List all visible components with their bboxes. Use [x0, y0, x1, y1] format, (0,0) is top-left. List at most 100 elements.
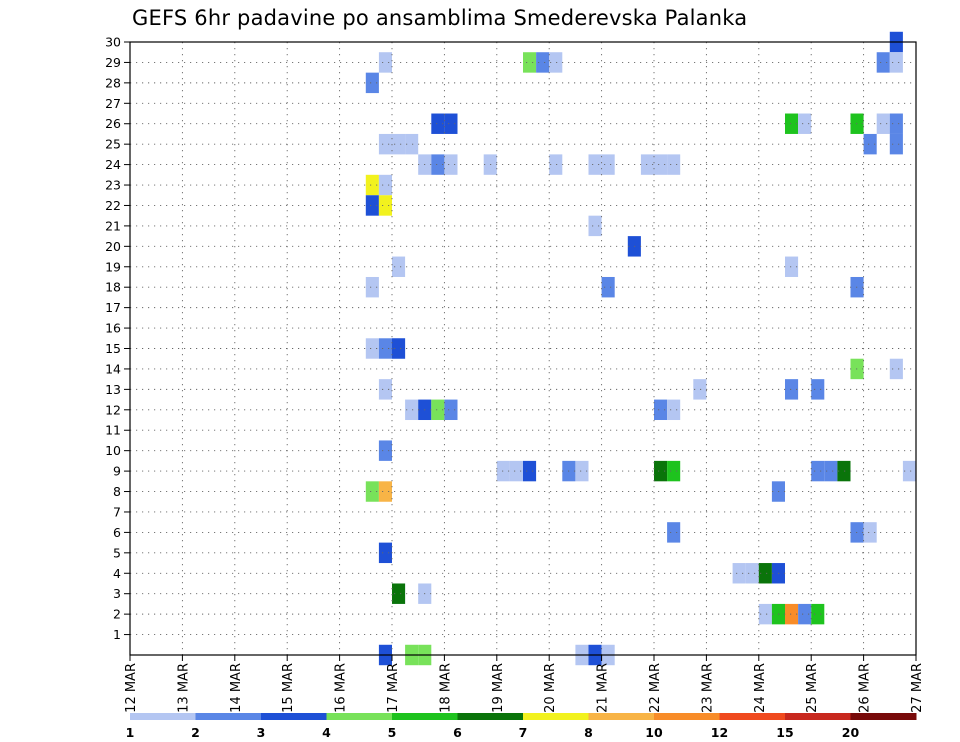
precip-cell [667, 399, 681, 421]
x-tick-label: 23 MAR [700, 663, 715, 713]
precip-cell [824, 460, 838, 482]
precip-cell [523, 52, 537, 73]
precip-cell [667, 522, 681, 543]
precip-cell [732, 563, 746, 584]
precip-cell [378, 379, 392, 400]
x-tick-label: 17 MAR [386, 663, 401, 713]
legend-swatch [850, 713, 917, 720]
y-tick-label: 25 [105, 137, 121, 152]
precip-cell [785, 256, 799, 277]
y-tick-label: 14 [105, 361, 121, 376]
precip-cell [811, 460, 825, 482]
y-tick-label: 28 [105, 75, 121, 90]
precip-cell [549, 154, 563, 175]
precip-cell [863, 133, 877, 155]
y-axis: 1234567891011121314151617181920212223242… [105, 35, 130, 642]
y-tick-label: 21 [105, 218, 121, 233]
x-tick-label: 25 MAR [805, 663, 820, 713]
y-tick-label: 17 [105, 300, 121, 315]
y-tick-label: 27 [105, 96, 121, 111]
precip-cell [588, 215, 602, 237]
precip-cell [654, 460, 668, 482]
precip-cell [536, 52, 550, 73]
precip-cell [601, 276, 615, 298]
precip-cell [654, 399, 668, 421]
precip-cell [392, 256, 406, 277]
legend-swatch [588, 713, 655, 720]
precip-cell [405, 133, 419, 155]
legend-label: 15 [776, 725, 793, 740]
precip-cell [405, 399, 419, 421]
precip-cell [889, 113, 903, 134]
legend-label: 2 [191, 725, 200, 740]
y-tick-label: 9 [113, 464, 121, 479]
precip-cell [798, 603, 812, 625]
precip-cell [798, 113, 812, 134]
y-tick-label: 5 [113, 545, 121, 560]
x-tick-label: 24 MAR [753, 663, 768, 713]
legend-swatch [130, 713, 196, 720]
x-tick-label: 12 MAR [124, 663, 139, 713]
precip-cell [601, 154, 615, 175]
x-tick-label: 27 MAR [910, 663, 925, 713]
gridlines [130, 42, 916, 655]
precip-cell [758, 563, 772, 584]
legend-swatch [719, 713, 786, 720]
y-tick-label: 23 [105, 178, 121, 193]
precip-cell [444, 154, 458, 175]
y-tick-label: 10 [105, 443, 121, 458]
legend-label: 6 [453, 725, 462, 740]
precip-cell [444, 399, 458, 421]
legend-label: 3 [257, 725, 266, 740]
x-axis: 12 MAR 13 MAR 14 MAR 15 MAR 16 MAR 17 MAR 18 M… [124, 655, 925, 713]
precip-cell [509, 460, 523, 482]
precip-cell [365, 72, 379, 94]
precip-cell [378, 542, 392, 564]
precip-cell [588, 154, 602, 175]
precip-cell [392, 133, 406, 155]
legend-swatch [392, 713, 458, 720]
precip-cell [378, 133, 392, 155]
precip-cell [889, 133, 903, 155]
y-tick-label: 8 [113, 484, 121, 499]
y-tick-label: 16 [105, 321, 121, 336]
y-tick-label: 22 [105, 198, 121, 213]
precip-cell [392, 338, 406, 359]
precip-cell [365, 276, 379, 298]
precip-cell [378, 52, 392, 73]
legend-label: 10 [645, 725, 663, 740]
color-legend: 1 2 3 4 5 6 7 8 10 12 15 20 [126, 713, 917, 740]
precip-cell [889, 52, 903, 73]
legend-label: 12 [711, 725, 728, 740]
precip-cell [365, 481, 379, 502]
precip-cell [378, 195, 392, 216]
legend-label: 4 [322, 725, 331, 740]
legend-swatch [785, 713, 851, 720]
precip-cell [378, 440, 392, 461]
x-tick-label: 16 MAR [334, 663, 349, 713]
precip-cell [811, 603, 825, 625]
precip-cell [431, 154, 445, 175]
precip-cell [378, 338, 392, 359]
precip-cell [902, 460, 916, 482]
y-tick-label: 19 [105, 259, 121, 274]
precip-cell [444, 113, 458, 134]
legend-label: 8 [584, 725, 593, 740]
precip-cell [785, 379, 799, 400]
precip-cell [745, 563, 759, 584]
precip-cell [876, 113, 890, 134]
x-tick-label: 13 MAR [176, 663, 191, 713]
x-tick-label: 20 MAR [543, 663, 558, 713]
precip-cell [785, 603, 799, 625]
precip-cell [667, 460, 681, 482]
precip-cell [837, 460, 851, 482]
precip-cell [378, 481, 392, 502]
precip-cell [365, 195, 379, 216]
y-tick-label: 13 [105, 382, 121, 397]
legend-swatch [654, 713, 720, 720]
chart-title: GEFS 6hr padavine po ansamblima Smederev… [132, 6, 748, 30]
x-tick-label: 22 MAR [648, 663, 663, 713]
y-tick-label: 11 [105, 423, 121, 438]
precip-cell [889, 358, 903, 380]
